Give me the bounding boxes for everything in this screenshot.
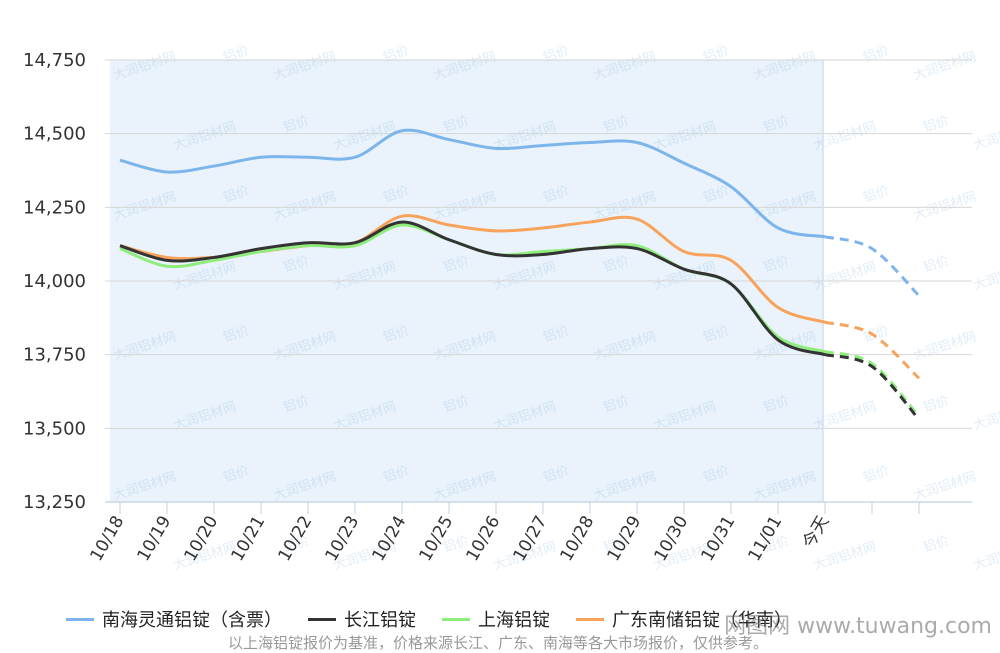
watermark-tag: 铝价	[922, 113, 951, 135]
watermark-brand: 大润铝材网	[912, 49, 978, 83]
x-tick-label: 10/28	[557, 513, 599, 565]
site-watermark: 网图网 www.tuwang.com	[724, 614, 992, 639]
y-axis-ticks: 14,750 14,500 14,250 14,000 13,750 13,500 13,2…	[23, 50, 86, 513]
series-forecast-line-1[interactable]	[824, 353, 921, 421]
watermark-tag: 铝价	[862, 323, 891, 345]
legend-swatch-shanghai	[442, 617, 470, 621]
y-tick-label: 14,250	[23, 197, 86, 218]
y-tick-label: 13,750	[23, 345, 86, 366]
series-line-0[interactable]	[119, 128, 826, 239]
watermark-brand: 大润铝材网	[912, 469, 978, 503]
legend-swatch-nanhai	[66, 617, 94, 621]
grid-lines	[105, 59, 972, 503]
legend-label-changjiang: 长江铝锭	[344, 610, 416, 631]
watermark-brand: 大润铝材网	[972, 119, 1000, 153]
watermark-brand: 大润铝材网	[912, 329, 978, 363]
legend-swatch-guangdong	[576, 617, 604, 621]
watermark-brand: 大润铝材网	[812, 539, 878, 573]
series-line-1[interactable]	[119, 220, 826, 357]
footnote: 以上海铝锭报价为基准，价格来源长江、广东、南海等各大市场报价，仅供参考。	[228, 634, 769, 652]
y-tick-label: 14,750	[23, 50, 86, 71]
legend-item-guangdong[interactable]: 广东南储铝锭（华南）	[576, 606, 792, 632]
series-layer	[119, 128, 921, 421]
x-tick-label: 10/22	[275, 513, 317, 565]
legend-label-shanghai: 上海铝锭	[478, 610, 550, 631]
series-forecast-line-3[interactable]	[824, 320, 921, 380]
y-tick-label: 13,250	[23, 492, 86, 513]
x-tick-label: 10/18	[87, 513, 129, 565]
watermark-brand: 大润铝材网	[912, 189, 978, 223]
watermark-tag: 铝价	[862, 463, 891, 485]
x-tick-label: 10/21	[228, 513, 270, 565]
x-tick-label: 10/19	[134, 513, 176, 565]
y-tick-label: 13,500	[23, 418, 86, 439]
series-forecast-line-2[interactable]	[824, 350, 921, 418]
legend: 南海灵通铝锭（含票） 长江铝锭 上海铝锭 广东南储铝锭（华南）	[66, 606, 818, 632]
legend-item-shanghai[interactable]: 上海铝锭	[442, 606, 550, 632]
legend-item-changjiang[interactable]: 长江铝锭	[308, 606, 416, 632]
watermark-tag: 铝价	[922, 533, 951, 555]
watermark-brand: 大润铝材网	[972, 399, 1000, 433]
legend-label-guangdong: 广东南储铝锭（华南）	[612, 610, 792, 631]
watermark-brand: 大润铝材网	[972, 539, 1000, 573]
watermark-tag: 铝价	[922, 253, 951, 275]
series-forecast-line-0[interactable]	[824, 235, 921, 297]
x-tick-label: 10/24	[369, 513, 411, 565]
y-tick-label: 14,500	[23, 124, 86, 145]
watermark-tag: 铝价	[862, 183, 891, 205]
watermark-tag: 铝价	[922, 393, 951, 415]
watermark-brand: 大润铝材网	[972, 259, 1000, 293]
legend-item-nanhai[interactable]: 南海灵通铝锭（含票）	[66, 606, 282, 632]
legend-swatch-changjiang	[308, 617, 336, 621]
x-tick-label: 今天	[799, 513, 833, 552]
watermark-tag: 铝价	[862, 43, 891, 65]
price-line-chart: 大润铝材网 铝价 大润铝材网 铝价 大润铝材网 铝价 大润铝材网 铝价 大润铝材网 铝价 大润铝材网…	[23, 43, 1000, 573]
y-tick-label: 14,000	[23, 271, 86, 292]
x-tick-label: 10/31	[698, 513, 740, 565]
legend-label-nanhai: 南海灵通铝锭（含票）	[102, 610, 282, 631]
